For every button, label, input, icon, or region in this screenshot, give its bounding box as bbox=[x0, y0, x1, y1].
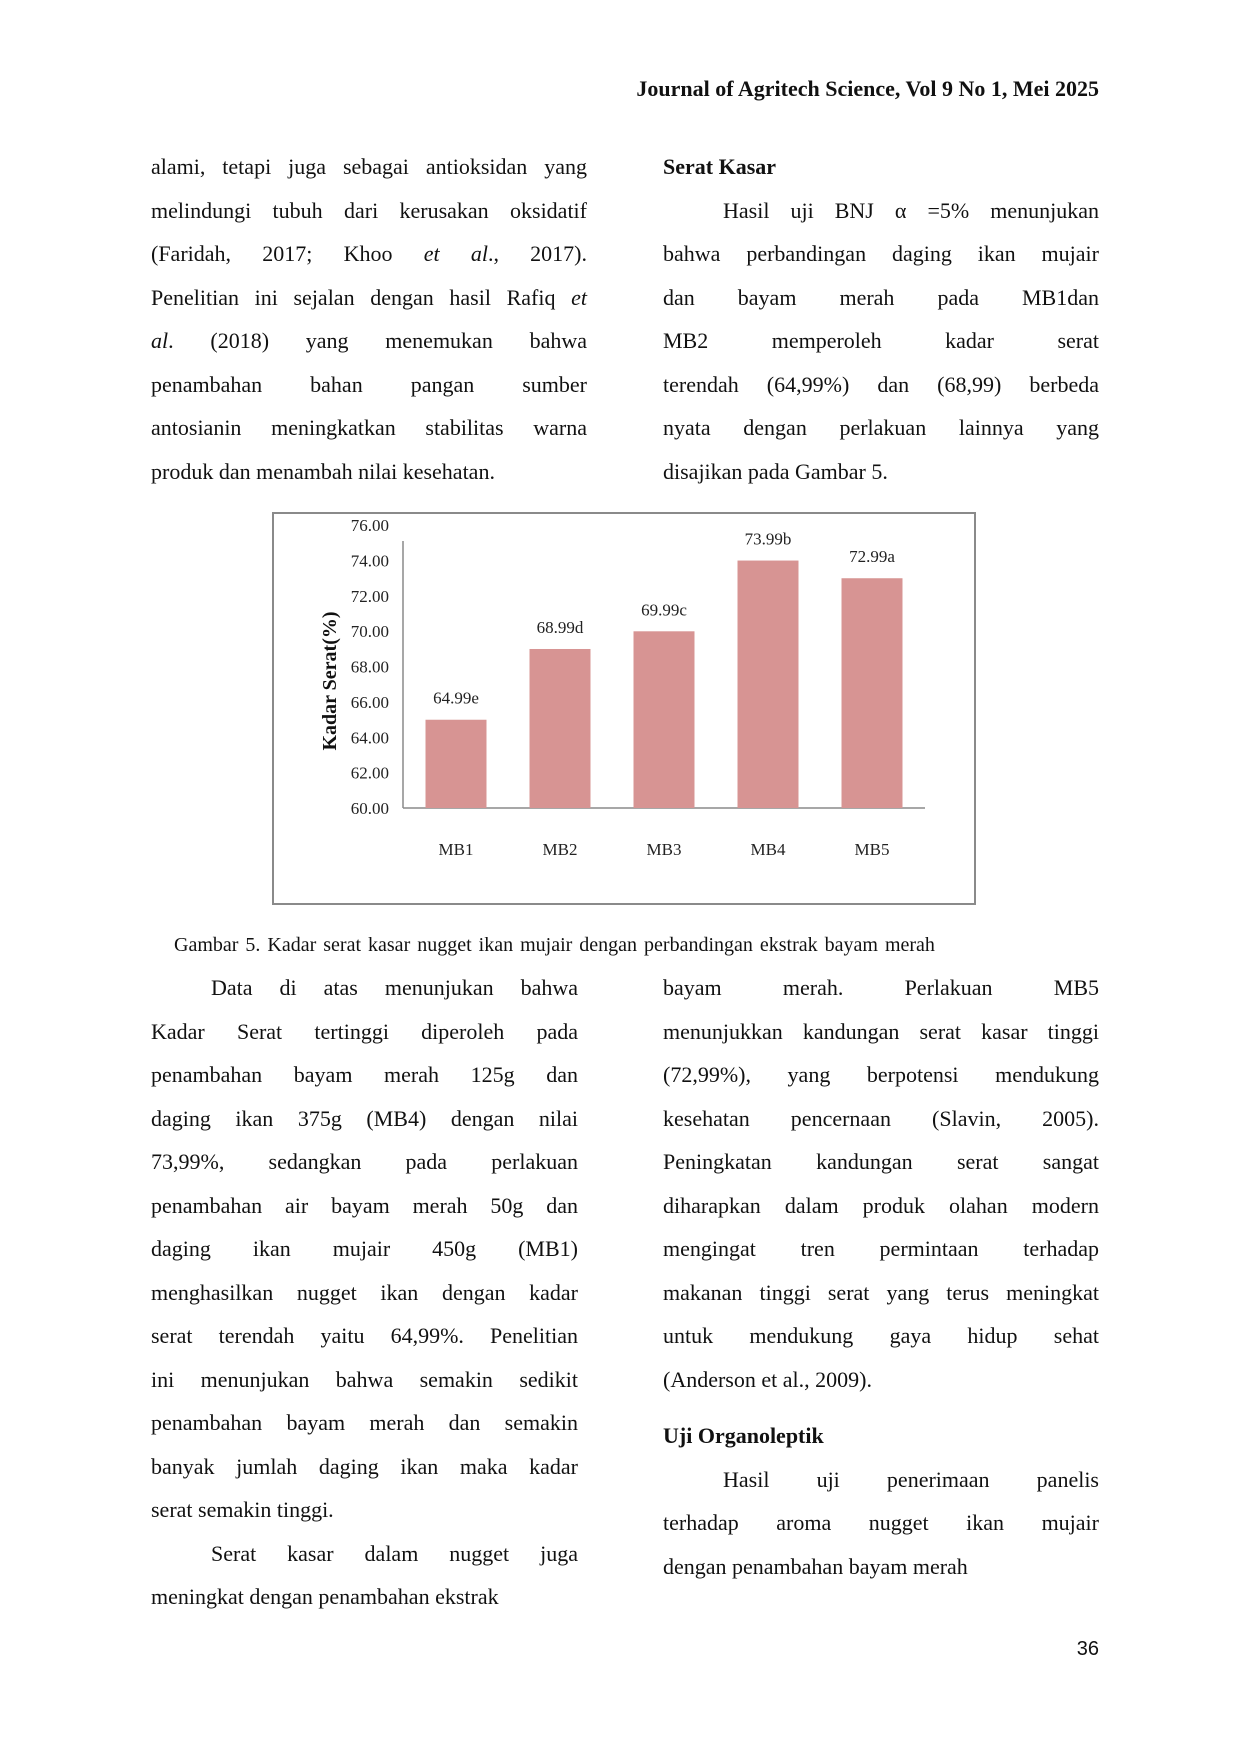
text-line: menunjukkan kandungan serat kasar tinggi bbox=[663, 1018, 1099, 1044]
y-tick-label: 60.00 bbox=[351, 799, 389, 818]
text-line: Kadar Serat tertinggi diperoleh pada bbox=[151, 1018, 578, 1044]
text-segment: . (2018) yang menemukan bahwa bbox=[168, 328, 587, 353]
text-line: dengan penambahan bayam merah bbox=[663, 1553, 968, 1579]
text-line: al. (2018) yang menemukan bahwa bbox=[151, 319, 587, 363]
x-tick-label: MB4 bbox=[751, 840, 786, 859]
page-number: 36 bbox=[1076, 1638, 1099, 1660]
data-label: 64.99e bbox=[433, 689, 479, 708]
text-line: disajikan pada Gambar 5. bbox=[663, 458, 888, 484]
text-line: (Anderson et al., 2009). bbox=[663, 1366, 872, 1392]
y-tick-label: 66.00 bbox=[351, 693, 389, 712]
italic-text: et al bbox=[423, 241, 488, 266]
bottom-left-column: Data di atas menunjukan bahwa Kadar Serat… bbox=[151, 966, 578, 1619]
bottom-right-column: bayam merah. Perlakuan MB5 menunjukkan ka… bbox=[663, 966, 1099, 1588]
text-line: menghasilkan nugget ikan dengan kadar bbox=[151, 1279, 578, 1305]
section-heading: Serat Kasar bbox=[663, 154, 777, 179]
text-line: produk dan menambah nilai kesehatan. bbox=[151, 458, 495, 484]
text-segment: (Faridah, 2017; Khoo bbox=[151, 241, 424, 266]
text-line: alami, tetapi juga sebagai antioksidan y… bbox=[151, 154, 587, 179]
bar-mb5 bbox=[841, 578, 903, 808]
text-line: Hasil uji penerimaan panelis bbox=[723, 1466, 1099, 1492]
journal-header: Journal of Agritech Science, Vol 9 No 1,… bbox=[636, 76, 1099, 101]
text-line: serat terendah yaitu 64,99%. Penelitian bbox=[151, 1323, 578, 1348]
text-line: daging ikan 375g (MB4) dengan nilai bbox=[151, 1105, 578, 1131]
text-line: serat semakin tinggi. bbox=[151, 1497, 334, 1522]
bar-mb1 bbox=[425, 719, 487, 808]
text-line: terhadap aroma nugget ikan mujair bbox=[663, 1510, 1099, 1535]
text-line: meningkat dengan penambahan ekstrak bbox=[151, 1584, 499, 1609]
top-left-column: alami, tetapi juga sebagai antioksidan y… bbox=[151, 145, 587, 493]
top-right-column: Serat Kasar Hasil uji BNJ α =5% menunjuka… bbox=[663, 145, 1099, 493]
text-line: mengingat tren permintaan terhadap bbox=[663, 1236, 1099, 1261]
text-line: bayam merah. Perlakuan MB5 bbox=[663, 975, 1099, 1000]
text-line: banyak jumlah daging ikan maka kadar bbox=[151, 1453, 578, 1479]
figure-caption: Gambar 5. Kadar serat kasar nugget ikan … bbox=[174, 934, 935, 956]
text-line: kesehatan pencernaan (Slavin, 2005). bbox=[663, 1105, 1099, 1131]
text-segment: ., 2017). bbox=[487, 241, 587, 266]
text-line: bahwa perbandingan daging ikan mujair bbox=[663, 241, 1099, 266]
text-line: penambahan bayam merah 125g dan bbox=[151, 1062, 578, 1087]
text-line: MB2 memperoleh kadar serat bbox=[663, 328, 1099, 353]
text-line: untuk mendukung gaya hidup sehat bbox=[663, 1323, 1099, 1348]
text-line: antosianin meningkatkan stabilitas warna bbox=[151, 415, 587, 440]
text-line: (72,99%), yang berpotensi mendukung bbox=[663, 1062, 1099, 1087]
text-line: Peningkatan kandungan serat sangat bbox=[663, 1149, 1099, 1174]
text-line: dan bayam merah pada MB1dan bbox=[663, 284, 1099, 310]
x-tick-label: MB5 bbox=[855, 840, 890, 859]
text-line: diharapkan dalam produk olahan modern bbox=[663, 1192, 1099, 1218]
figure-5-chart bbox=[272, 512, 976, 905]
data-label: 69.99c bbox=[641, 600, 687, 619]
text-line: Penelitian ini sejalan dengan hasil Rafi… bbox=[151, 276, 587, 320]
text-line: nyata dengan perlakuan lainnya yang bbox=[663, 415, 1099, 440]
data-label: 73.99b bbox=[745, 530, 792, 549]
y-tick-label: 76.00 bbox=[351, 516, 389, 535]
y-tick-label: 62.00 bbox=[351, 764, 389, 783]
y-tick-label: 74.00 bbox=[351, 551, 389, 570]
text-line: penambahan bayam merah dan semakin bbox=[151, 1410, 578, 1435]
bar-mb3 bbox=[633, 631, 695, 808]
text-line: 73,99%, sedangkan pada perlakuan bbox=[151, 1149, 578, 1174]
x-tick-label: MB1 bbox=[439, 840, 474, 859]
data-label: 68.99d bbox=[537, 618, 584, 637]
section-heading: Uji Organoleptik bbox=[663, 1423, 824, 1448]
text-segment: Penelitian ini sejalan dengan hasil Rafi… bbox=[151, 284, 572, 310]
y-tick-label: 72.00 bbox=[351, 587, 389, 606]
text-line: Serat kasar dalam nugget juga bbox=[211, 1540, 578, 1566]
bar-mb2 bbox=[529, 648, 591, 808]
x-tick-label: MB3 bbox=[647, 840, 682, 859]
bar-chart-svg: 60.00 62.00 64.00 66.00 68.00 70.00 72.00 74.00… bbox=[319, 516, 925, 859]
x-tick-label: MB2 bbox=[543, 840, 578, 859]
text-line: (Faridah, 2017; Khoo et al., 2017). bbox=[151, 232, 587, 276]
y-tick-label: 70.00 bbox=[351, 622, 389, 641]
italic-text: et bbox=[571, 284, 587, 310]
bar-mb4 bbox=[737, 560, 799, 808]
text-line: penambahan bahan pangan sumber bbox=[151, 371, 587, 397]
text-line: Data di atas menunjukan bahwa bbox=[211, 975, 578, 1000]
text-line: Hasil uji BNJ α =5% menunjukan bbox=[723, 197, 1099, 223]
y-tick-label: 64.00 bbox=[351, 728, 389, 747]
text-line: melindungi tubuh dari kerusakan oksidati… bbox=[151, 197, 587, 223]
y-axis-title: Kadar Serat(%) bbox=[319, 611, 341, 750]
text-line: penambahan air bayam merah 50g dan bbox=[151, 1192, 578, 1218]
data-label: 72.99a bbox=[849, 547, 895, 566]
text-line: ini menunjukan bahwa semakin sedikit bbox=[151, 1366, 578, 1392]
text-line: makanan tinggi serat yang terus meningka… bbox=[663, 1279, 1099, 1305]
text-line: daging ikan mujair 450g (MB1) bbox=[151, 1236, 578, 1261]
italic-text: al bbox=[151, 328, 169, 353]
text-line: terendah (64,99%) dan (68,99) berbeda bbox=[663, 371, 1099, 397]
y-tick-label: 68.00 bbox=[351, 658, 389, 677]
